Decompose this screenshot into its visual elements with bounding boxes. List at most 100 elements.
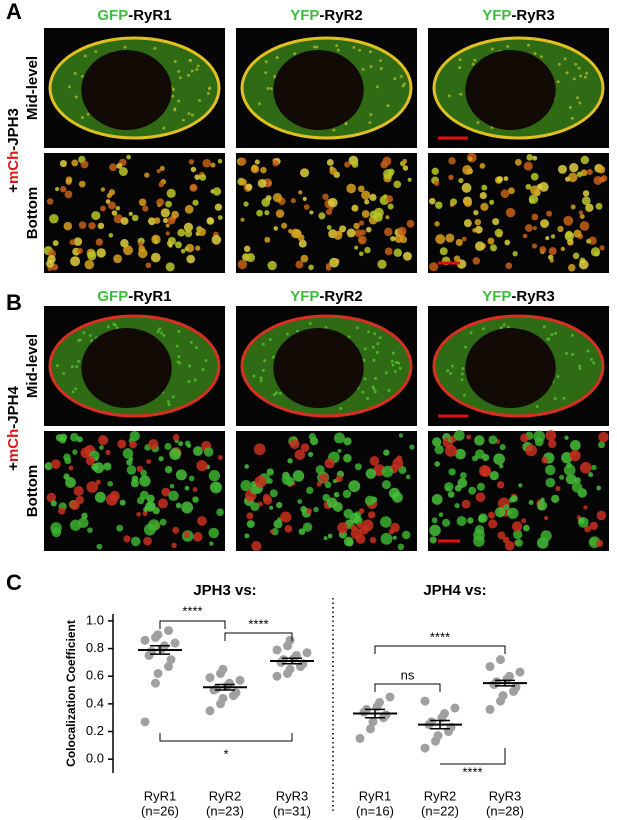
micrograph [236,28,417,148]
puncta [559,474,565,480]
puncta [563,464,576,476]
data-point [272,671,282,681]
puncta [115,205,121,211]
speckle [373,390,377,394]
puncta [472,228,477,233]
puncta [461,182,472,193]
speckle [376,342,380,346]
puncta [351,161,359,168]
speckle [378,336,382,340]
data-point [218,664,228,674]
puncta [569,440,581,451]
puncta [525,183,532,190]
puncta [184,204,194,214]
speckle [178,76,182,80]
header-name: -RyR3 [511,288,554,305]
puncta [73,237,83,246]
speckle [398,366,402,370]
speckle [71,390,75,394]
puncta [564,435,569,440]
puncta [183,531,190,538]
puncta [294,449,306,460]
speckle [469,331,473,335]
speckle [264,60,268,64]
puncta [393,248,402,257]
speckle [335,44,339,48]
puncta [333,230,343,240]
speckle [285,332,289,336]
speckle [476,121,480,125]
puncta [254,475,267,488]
speckle [507,325,511,329]
puncta [76,436,83,443]
puncta [217,158,223,164]
header-name: -RyR2 [319,7,362,24]
puncta [195,245,201,251]
speckle [590,357,594,361]
puncta [385,195,394,203]
puncta [497,481,505,489]
puncta [147,217,156,226]
speckle [177,355,181,359]
row-label: Bottom [24,187,41,240]
puncta [158,181,164,188]
puncta [448,174,454,181]
speckle [190,69,194,73]
puncta [398,433,404,438]
puncta [588,236,597,245]
puncta [394,235,403,243]
row-label: Mid-level [24,334,41,398]
puncta [365,468,377,479]
speckle [375,85,379,89]
speckle [446,369,450,373]
group-title: JPH4 vs: [423,582,486,599]
puncta [548,247,557,256]
speckle [363,347,367,351]
puncta [579,221,590,231]
speckle [542,325,546,329]
puncta [81,512,88,520]
puncta [434,461,441,467]
puncta [120,217,129,225]
speckle [198,98,202,102]
data-point [511,682,521,692]
puncta [453,430,465,441]
puncta [69,239,76,246]
puncta [359,508,365,514]
column-header: GFP-RyR1 [97,7,171,24]
speckle [77,359,81,363]
puncta [95,479,101,485]
puncta [476,482,485,491]
puncta [383,449,390,456]
puncta [109,490,120,502]
speckle [393,77,397,81]
puncta [323,536,328,541]
speckle [189,340,193,344]
data-point [170,638,180,648]
puncta [91,211,101,221]
speckle [74,387,78,391]
significance-bracket [374,645,506,654]
puncta [467,517,474,524]
puncta [138,248,148,259]
puncta [197,516,207,526]
speckle [55,364,59,368]
x-tick-note: (n=16) [356,803,394,818]
data-point [235,675,245,685]
data-point [140,717,150,727]
data-point [375,697,384,707]
speckle [461,366,465,370]
puncta [250,485,259,495]
row-label: Bottom [24,465,41,518]
puncta [558,164,567,174]
puncta [392,535,397,540]
puncta [576,171,583,178]
puncta [526,154,533,161]
speckle [546,337,550,341]
puncta [455,238,463,247]
column-header: YFP-RyR3 [482,288,555,305]
puncta [300,505,307,513]
puncta [365,226,372,233]
puncta [361,519,374,532]
